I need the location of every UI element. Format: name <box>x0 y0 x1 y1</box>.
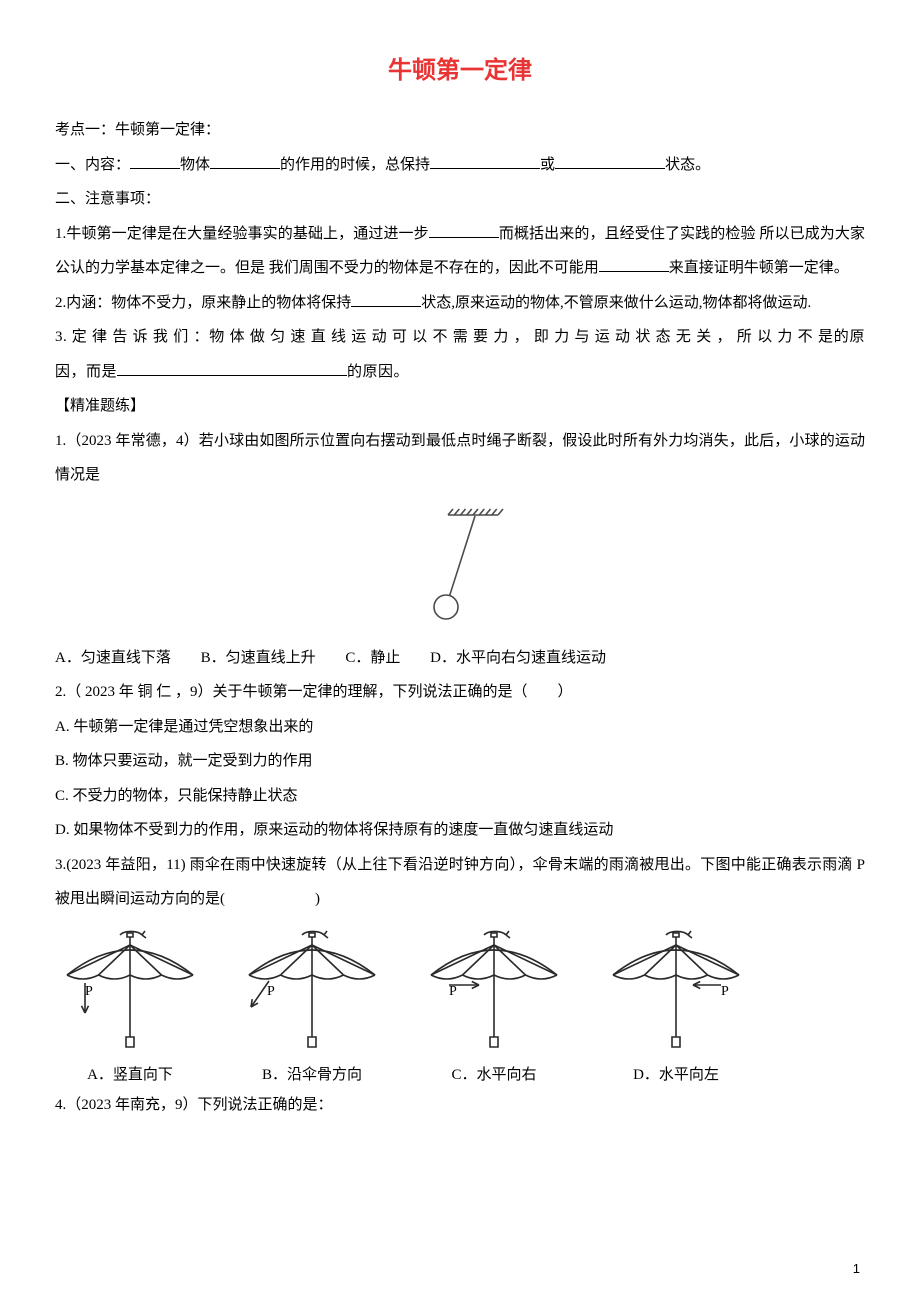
question-2-d: D. 如果物体不受到力的作用，原来运动的物体将保持原有的速度一直做匀速直线运动 <box>55 813 865 848</box>
svg-text:P: P <box>267 984 275 999</box>
blank <box>430 154 540 169</box>
content-line-2: 二、注意事项： <box>55 182 865 217</box>
text: 2.内涵：物体不受力，原来静止的物体将保持 <box>55 295 351 311</box>
option-d: D．水平向右匀速直线运动 <box>430 650 606 666</box>
umbrella-svg-b: P <box>237 927 387 1057</box>
blank <box>429 223 499 238</box>
svg-text:P: P <box>721 984 729 999</box>
umbrella-option-c: P C．水平向右 <box>419 927 569 1084</box>
question-2-c: C. 不受力的物体，只能保持静止状态 <box>55 779 865 814</box>
note-3: 3. 定 律 告 诉 我 们 ：物 体 做 匀 速 直 线 运 动 可 以 不 … <box>55 320 865 389</box>
umbrella-option-d: P D．水平向左 <box>601 927 751 1084</box>
question-3: 3.(2023 年益阳，11) 雨伞在雨中快速旋转（从上往下看沿逆时钟方向），伞… <box>55 848 865 917</box>
blank <box>210 154 280 169</box>
page-title: 牛顿第一定律 <box>55 50 865 85</box>
option-c: C．静止 <box>345 650 400 666</box>
option-b: B．匀速直线上升 <box>201 650 316 666</box>
question-1: 1.（2023 年常德，4）若小球由如图所示位置向右摆动到最低点时绳子断裂，假设… <box>55 424 865 493</box>
text: 的原因。 <box>347 364 409 380</box>
option-a: A．匀速直线下落 <box>55 650 171 666</box>
text: 或 <box>540 157 555 173</box>
section-heading: 考点一：牛顿第一定律： <box>55 113 865 148</box>
question-1-options: A．匀速直线下落 B．匀速直线上升 C．静止 D．水平向右匀速直线运动 <box>55 641 865 676</box>
pendulum-figure <box>55 507 865 627</box>
question-4: 4.（2023 年南充，9）下列说法正确的是： <box>55 1088 865 1123</box>
practice-heading: 【精准题练】 <box>55 389 865 424</box>
note-1: 1.牛顿第一定律是在大量经验事实的基础上，通过进一步而概括出来的，且经受住了实践… <box>55 217 865 286</box>
umbrella-options: P A．竖直向下 P B．沿伞骨方向 P C．水平向右 P D．水平向左 <box>55 927 865 1084</box>
umbrella-caption-d: D．水平向左 <box>633 1063 719 1084</box>
umbrella-caption-c: C．水平向右 <box>451 1063 536 1084</box>
content-line-1: 一、内容： 物体 的作用的时候，总保持 或 状态。 <box>55 148 865 183</box>
blank <box>599 258 669 273</box>
pendulum-svg <box>400 507 520 622</box>
svg-text:P: P <box>449 984 457 999</box>
question-2-stem: 2.（ 2023 年 铜 仁 ，9）关于牛顿第一定律的理解，下列说法正确的是（ … <box>55 675 865 710</box>
page-number: 1 <box>853 1261 860 1276</box>
umbrella-svg-a: P <box>55 927 205 1057</box>
text: 状态。 <box>665 157 710 173</box>
umbrella-svg-c: P <box>419 927 569 1057</box>
text: 物体 <box>180 157 210 173</box>
blank <box>130 154 180 169</box>
text: 状态,原来运动的物体,不管原来做什么运动,物体都将做运动. <box>421 295 811 311</box>
note-2: 2.内涵：物体不受力，原来静止的物体将保持 状态,原来运动的物体,不管原来做什么运… <box>55 286 865 321</box>
umbrella-svg-d: P <box>601 927 751 1057</box>
umbrella-caption-a: A．竖直向下 <box>87 1063 173 1084</box>
question-2-a: A. 牛顿第一定律是通过凭空想象出来的 <box>55 710 865 745</box>
text: 来直接证明牛顿第一定律。 <box>669 260 849 276</box>
blank <box>555 154 665 169</box>
question-2-b: B. 物体只要运动，就一定受到力的作用 <box>55 744 865 779</box>
text: 一、内容： <box>55 157 130 173</box>
text: 的作用的时候，总保持 <box>280 157 430 173</box>
umbrella-caption-b: B．沿伞骨方向 <box>262 1063 362 1084</box>
blank <box>351 292 421 307</box>
blank <box>117 361 347 376</box>
umbrella-option-a: P A．竖直向下 <box>55 927 205 1084</box>
svg-text:P: P <box>85 984 93 999</box>
umbrella-option-b: P B．沿伞骨方向 <box>237 927 387 1084</box>
text: 1.牛顿第一定律是在大量经验事实的基础上，通过进一步 <box>55 226 429 242</box>
